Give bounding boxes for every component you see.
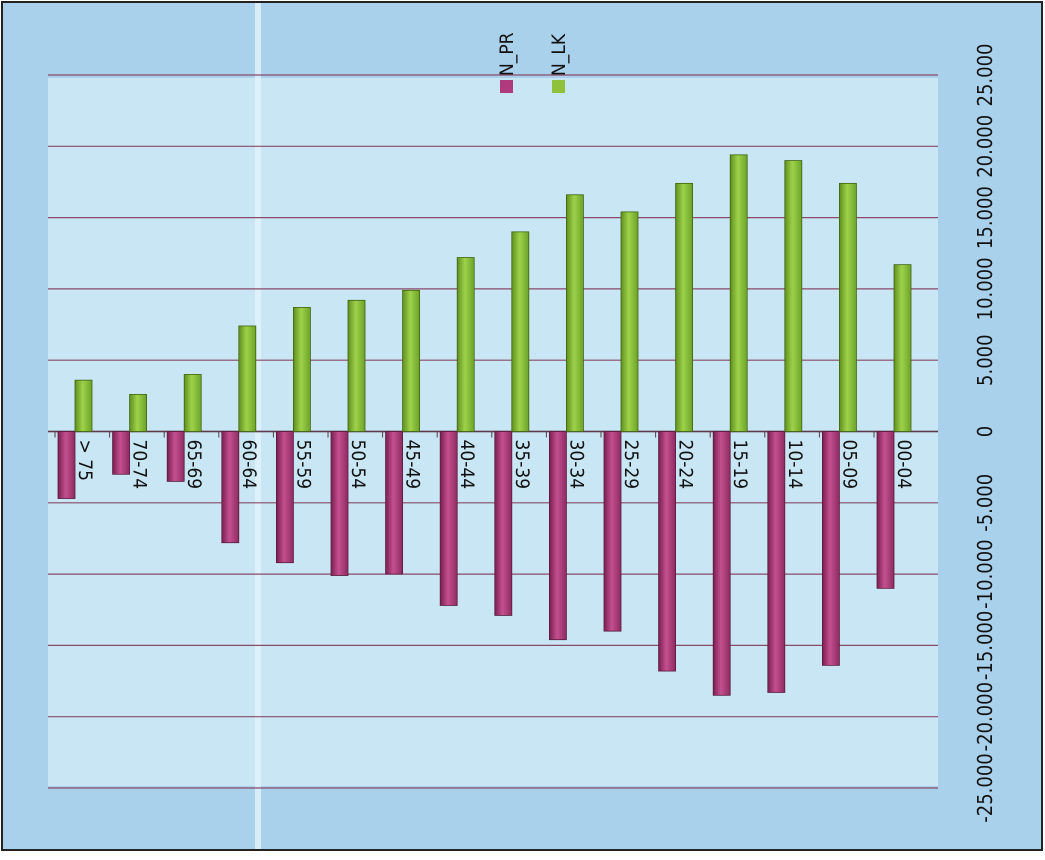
bar-n-lk (456, 257, 475, 432)
bar-n-pr (330, 431, 349, 576)
bar-n-pr (767, 431, 786, 693)
category-label: 05-09 (838, 440, 860, 490)
category-label: 70-74 (129, 440, 151, 490)
category-label: 40-44 (456, 440, 478, 490)
value-tick-labels: -25.000-20.000-15.000 -10.000 -5.000 0 5.000… (973, 44, 997, 823)
category-labels: > 75 70-74 65-69 60-64 55-59 50-54 45-49 40-44 3… (74, 440, 915, 490)
category-label: 25-29 (620, 440, 642, 490)
value-tick-label: -5.000 (973, 474, 997, 532)
bar-n-pr (221, 431, 240, 544)
bar-n-pr (603, 431, 622, 632)
bar-n-lk (729, 154, 748, 432)
bar-n-lk (675, 182, 693, 432)
category-label: 45-49 (402, 440, 424, 490)
bar-n-lk (511, 231, 530, 432)
value-tick-label: -15.000 (973, 611, 997, 680)
category-label: 10-14 (784, 440, 806, 490)
bar-n-lk (292, 307, 311, 432)
bar-n-pr (658, 431, 676, 672)
legend-swatch (552, 80, 565, 93)
category-label: 20-24 (675, 440, 697, 490)
highlight-band (255, 2, 261, 850)
value-tick-label: 5.000 (973, 334, 997, 386)
category-label: 30-34 (565, 440, 587, 490)
bar-n-lk (129, 394, 148, 432)
value-tick-label: -25.000 (973, 753, 997, 822)
category-label: 00-04 (893, 440, 915, 490)
bars (48, 154, 938, 696)
value-tick-label: -20.000 (973, 682, 997, 751)
bar-n-pr (549, 431, 567, 641)
bar-n-lk (238, 325, 257, 432)
bar-n-lk (402, 289, 421, 432)
bar-n-pr (112, 431, 130, 475)
bar-n-pr (494, 431, 513, 616)
value-tick-label: 20.000 (973, 115, 997, 178)
category-label: 15-19 (729, 440, 751, 490)
category-label: 50-54 (347, 440, 369, 490)
bar-n-lk (893, 264, 912, 432)
value-tick-label: 25.000 (973, 44, 997, 107)
bar-n-pr (57, 431, 76, 499)
bar-n-pr (712, 431, 731, 696)
legend: N_PR N_LK (496, 32, 570, 93)
bar-n-lk (620, 211, 639, 432)
bar-n-pr (822, 431, 840, 666)
category-label: 35-39 (511, 440, 533, 490)
legend-swatch (500, 80, 513, 93)
bar-n-pr (275, 431, 294, 564)
legend-label: N_PR (496, 32, 518, 76)
bar-n-pr (876, 431, 895, 589)
value-tick-label: -10.000 (973, 539, 997, 608)
bar-n-lk (74, 379, 93, 432)
bar-n-lk (347, 299, 366, 432)
value-tick-label: 0 (973, 426, 997, 437)
bar-n-lk (839, 182, 857, 432)
bar-n-lk (183, 374, 202, 432)
category-label: 55-59 (292, 440, 314, 490)
bar-n-lk (566, 194, 584, 432)
bar-n-pr (439, 431, 458, 606)
category-label: 65-69 (183, 440, 205, 490)
category-label: > 75 (74, 440, 96, 482)
value-tick-label: 15.000 (973, 186, 997, 249)
bar-n-lk (784, 160, 803, 432)
bar-n-pr (166, 431, 185, 482)
bar-n-pr (385, 431, 404, 575)
value-tick-label: 10.000 (973, 257, 997, 320)
legend-label: N_LK (548, 33, 570, 76)
category-label: 60-64 (238, 440, 260, 490)
